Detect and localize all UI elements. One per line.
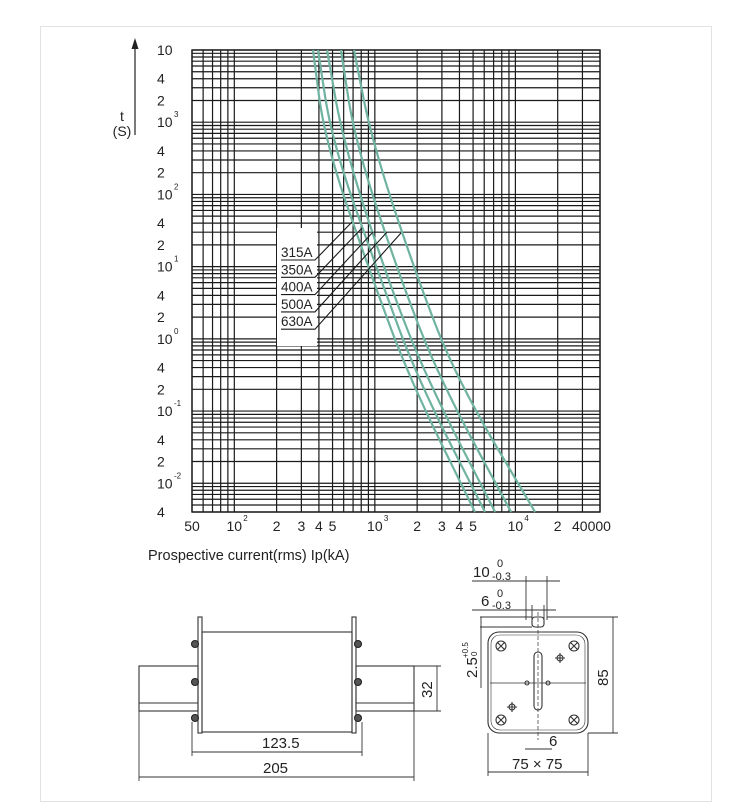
- dim-body-length: 123.5: [262, 735, 300, 752]
- curve-315A: [311, 49, 476, 513]
- legend-leader-315A: [281, 221, 353, 261]
- y-tick-label: 2: [157, 454, 165, 470]
- legend-background: [277, 228, 317, 346]
- x-tick-label: 50: [184, 518, 200, 534]
- legend-label-500A: 500A: [281, 297, 313, 312]
- x-tick-label: 5: [469, 518, 477, 534]
- dim-slot-width: 6: [481, 593, 489, 610]
- x-tick-label: 4: [315, 518, 323, 534]
- y-tick-exponent: 1: [174, 255, 179, 264]
- x-tick-label: 10: [367, 518, 383, 534]
- dim-slot-width-upper: 0: [497, 588, 503, 600]
- legend-leader-400A: [281, 231, 374, 296]
- curve-630A: [352, 49, 536, 513]
- y-tick-label: 10: [157, 331, 173, 347]
- legend-leader-630A: [281, 232, 402, 330]
- x-tick-label: 2: [413, 518, 421, 534]
- x-tick-label: 2: [273, 518, 281, 534]
- curve-350A: [316, 49, 486, 513]
- left-blade: [138, 665, 199, 712]
- y-tick-label: 4: [157, 360, 165, 376]
- y-tick-label: 4: [157, 287, 165, 303]
- y-tick-label: 4: [157, 71, 165, 87]
- x-axis-label: Prospective current(rms) Ip(kA): [148, 548, 349, 564]
- screw-holes: [495, 640, 580, 726]
- fuse-end-view: [472, 576, 618, 776]
- x-tick-label: 3: [297, 518, 305, 534]
- figure-frame: [40, 26, 712, 802]
- y-tick-label: 4: [157, 432, 165, 448]
- x-tick-label: 10: [508, 518, 524, 534]
- x-tick-exponent: 4: [524, 514, 529, 523]
- y-axis-label: t: [120, 108, 124, 124]
- dim-height: 85: [595, 669, 612, 686]
- y-tick-label: 2: [157, 381, 165, 397]
- x-tick-exponent: 2: [243, 514, 248, 523]
- x-tick-label: 10: [227, 518, 243, 534]
- y-tick-label: 2: [157, 309, 165, 325]
- plot-border: [191, 49, 601, 513]
- y-tick-exponent: 3: [174, 110, 179, 119]
- y-axis-unit: (S): [113, 123, 132, 139]
- dim-body-size: 75 × 75: [512, 756, 562, 773]
- y-tick-label: 10: [157, 114, 173, 130]
- y-tick-label: 2: [157, 237, 165, 253]
- y-tick-exponent: -2: [174, 471, 182, 480]
- y-tick-exponent: 0: [174, 327, 179, 336]
- left-end-plate: [197, 616, 203, 734]
- y-tick-label: 4: [157, 143, 165, 159]
- curve-500A: [339, 49, 513, 513]
- y-tick-exponent: -1: [174, 399, 182, 408]
- dim-tab-width-lower: -0.3: [492, 571, 511, 583]
- y-axis-arrowhead: [131, 38, 139, 49]
- x-tick-labels: 50 10 2 2 3 4 5 10 3 2 3 4 5 10 4 2 40000: [184, 514, 611, 534]
- legend-label-315A: 315A: [281, 245, 313, 260]
- dim-tab-width: 10: [473, 564, 490, 581]
- fuse-body: [201, 631, 353, 733]
- right-blade: [355, 665, 415, 712]
- y-tick-label: 10: [157, 403, 173, 419]
- dim-tab-height-upper: +0.5: [461, 642, 470, 658]
- x-tick-exponent: 3: [384, 514, 389, 523]
- y-tick-label: 2: [157, 92, 165, 108]
- dim-tab-height: 2.5: [464, 657, 481, 678]
- dim-blade-height: 32: [419, 681, 436, 698]
- y-tick-label: 10: [157, 475, 173, 491]
- x-tick-label: 4: [456, 518, 464, 534]
- x-tick-label: 40000: [572, 518, 611, 534]
- y-tick-exponent: 2: [174, 182, 179, 191]
- fuse-side-view: [138, 616, 441, 781]
- legend-leader-350A: [281, 227, 363, 278]
- legend-label-350A: 350A: [281, 262, 313, 277]
- legend-label-630A: 630A: [281, 314, 313, 329]
- dim-slot-width-lower: -0.3: [492, 600, 511, 612]
- end-dimension-lines: [472, 576, 618, 776]
- y-tick-label: 2: [157, 165, 165, 181]
- dim-total-length: 205: [263, 760, 288, 777]
- dim-tab-width-upper: 0: [497, 558, 503, 570]
- legend-leader-500A: [281, 231, 388, 313]
- dim-blade-thickness: 6: [549, 733, 557, 750]
- y-tick-label: 10: [157, 42, 173, 58]
- legend: 315A 350A 400A 500A 630A: [281, 221, 402, 330]
- x-tick-label: 2: [554, 518, 562, 534]
- x-tick-label: 3: [438, 518, 446, 534]
- blade-slot: [533, 651, 543, 711]
- y-tick-label: 10: [157, 259, 173, 275]
- dimension-lines: [138, 665, 441, 781]
- x-tick-label: 5: [329, 518, 337, 534]
- legend-label-400A: 400A: [281, 280, 313, 295]
- dim-tab-height-lower: 0: [470, 651, 479, 656]
- grid: [191, 49, 601, 513]
- bolts: [190, 639, 363, 723]
- y-tick-label: 4: [157, 215, 165, 231]
- y-tick-label: 10: [157, 186, 173, 202]
- y-tick-label: 4: [157, 504, 165, 520]
